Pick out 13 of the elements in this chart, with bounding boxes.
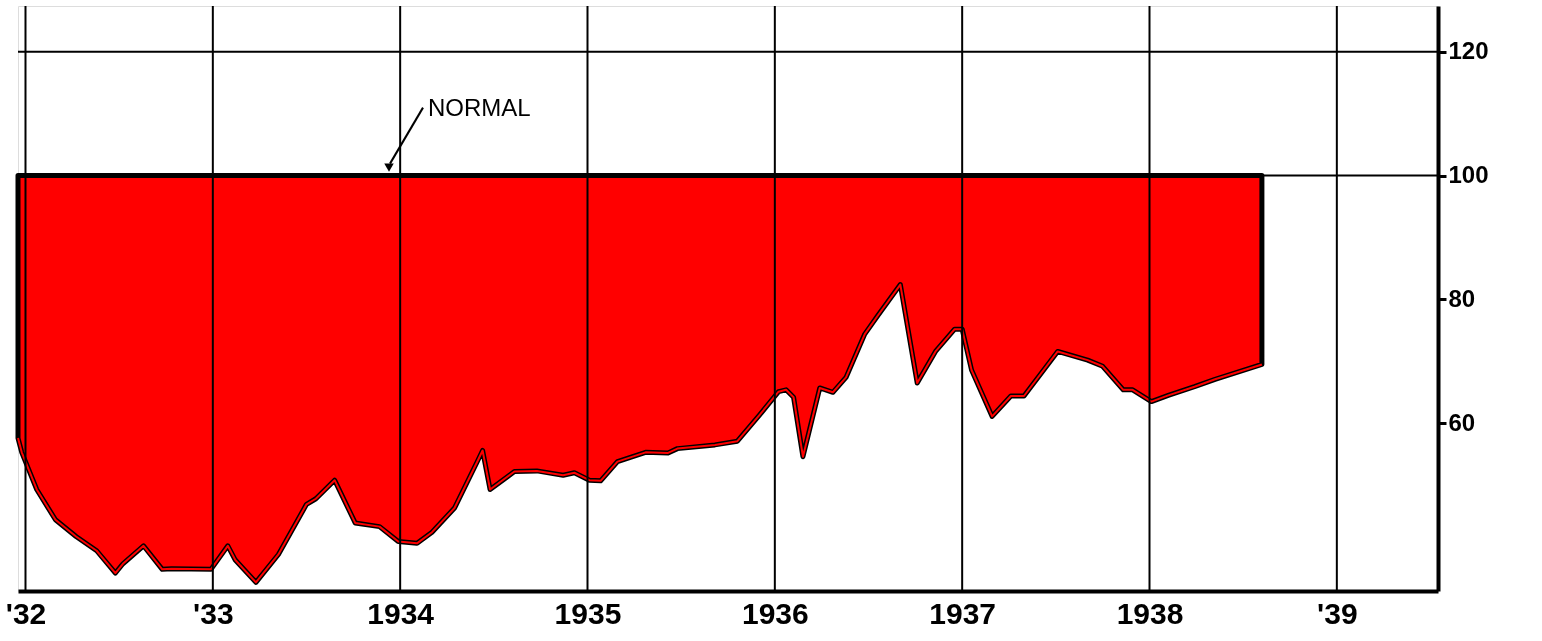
x-tick-label: 1938 — [1116, 596, 1184, 630]
y-tick-label: 80 — [1448, 284, 1476, 312]
y-tick-label: 100 — [1448, 161, 1489, 189]
x-tick-label: 1936 — [741, 596, 809, 630]
x-tick-label: '39 — [1317, 596, 1358, 630]
y-tick-label: 120 — [1448, 37, 1489, 65]
x-tick-label: '33 — [193, 596, 234, 630]
x-tick-label: 1935 — [554, 596, 622, 630]
x-tick-label: 1937 — [929, 596, 997, 630]
ref-line-label: NORMAL — [428, 93, 531, 121]
x-tick-label: 1934 — [367, 596, 435, 630]
y-tick-label: 60 — [1448, 408, 1476, 436]
x-tick-label: '32 — [5, 596, 47, 630]
